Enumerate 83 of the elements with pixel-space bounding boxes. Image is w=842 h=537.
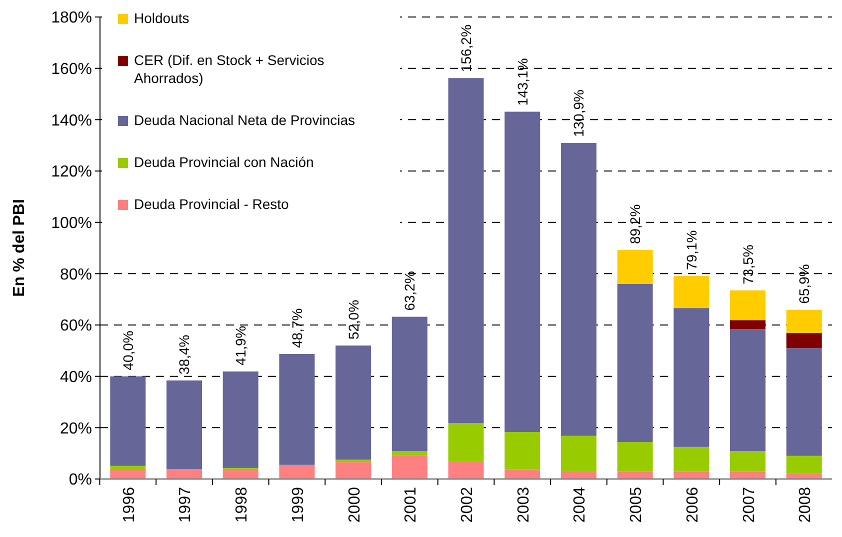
bar bbox=[617, 442, 653, 472]
bar bbox=[504, 469, 540, 479]
bar bbox=[786, 456, 822, 474]
y-tick-label: 0% bbox=[68, 472, 92, 489]
total-label: 143,1% bbox=[514, 58, 530, 106]
x-tick-label: 1997 bbox=[177, 486, 194, 523]
x-tick-label: 1998 bbox=[234, 486, 251, 523]
bar bbox=[110, 466, 146, 469]
x-tick-label: 1999 bbox=[290, 486, 307, 523]
x-tick-label: 2007 bbox=[740, 486, 758, 523]
bar bbox=[279, 354, 315, 465]
bar bbox=[674, 472, 710, 479]
bar bbox=[786, 473, 822, 479]
x-tick-label: 2008 bbox=[797, 486, 814, 523]
total-label: 63,2% bbox=[402, 271, 418, 311]
x-tick-label: 2001 bbox=[402, 486, 420, 523]
legend-label: Holdouts bbox=[134, 10, 190, 26]
bar bbox=[110, 376, 146, 466]
bar bbox=[786, 310, 822, 333]
x-tick-label: 2006 bbox=[684, 486, 702, 523]
legend-label: Deuda Provincial - Resto bbox=[134, 196, 290, 212]
bar bbox=[560, 436, 596, 472]
bar bbox=[336, 346, 372, 460]
total-label: 89,2% bbox=[627, 204, 644, 244]
total-label: 73,5% bbox=[740, 244, 756, 284]
legend-label: CER (Dif. en Stock + Servicios Ahorrados) bbox=[134, 52, 324, 86]
y-tick-label: 80% bbox=[60, 266, 92, 284]
bar bbox=[222, 468, 258, 479]
legend-label: Deuda Nacional Neta de Provincias bbox=[134, 112, 356, 128]
total-label: 48,7% bbox=[288, 308, 305, 348]
y-tick-label: 100% bbox=[51, 214, 92, 232]
x-tick-label: 2003 bbox=[515, 486, 532, 523]
bar bbox=[730, 320, 766, 330]
bar bbox=[617, 472, 653, 479]
x-tick-label: 2005 bbox=[628, 486, 646, 523]
legend-label: Deuda Provincial con Nación bbox=[134, 154, 314, 170]
bar bbox=[730, 329, 766, 452]
bar bbox=[560, 471, 596, 479]
bar bbox=[674, 276, 710, 308]
total-label: 156,2% bbox=[458, 24, 474, 72]
bar bbox=[392, 456, 428, 479]
bar bbox=[448, 423, 484, 462]
bar bbox=[674, 446, 710, 472]
total-label: 79,1% bbox=[683, 230, 700, 270]
bar bbox=[392, 316, 428, 452]
bar bbox=[560, 143, 596, 436]
y-tick-label: 140% bbox=[51, 112, 92, 130]
bar bbox=[448, 78, 484, 424]
bar bbox=[166, 468, 202, 479]
total-label: 52,0% bbox=[345, 300, 362, 340]
bar bbox=[336, 462, 372, 479]
total-label: 130,9% bbox=[570, 90, 587, 138]
y-tick-label: 120% bbox=[51, 164, 92, 181]
total-label: 40,0% bbox=[120, 330, 136, 370]
bar bbox=[617, 250, 653, 284]
y-tick-label: 160% bbox=[51, 60, 92, 78]
bar bbox=[504, 432, 540, 470]
total-label: 38,4% bbox=[176, 334, 192, 374]
x-tick-label: 1996 bbox=[120, 486, 138, 523]
y-tick-label: 180% bbox=[51, 10, 92, 27]
x-tick-label: 2000 bbox=[346, 486, 364, 523]
bar bbox=[730, 290, 766, 320]
bar bbox=[166, 380, 202, 469]
bar bbox=[617, 284, 653, 442]
bar bbox=[786, 348, 822, 456]
y-tick-label: 40% bbox=[60, 368, 92, 386]
bar bbox=[279, 464, 315, 479]
y-tick-label: 60% bbox=[60, 318, 92, 335]
y-tick-label: 20% bbox=[60, 420, 92, 438]
bar bbox=[448, 461, 484, 479]
bar bbox=[730, 472, 766, 479]
x-tick-label: 2002 bbox=[459, 486, 476, 523]
bar bbox=[674, 308, 710, 447]
x-tick-label: 2004 bbox=[572, 486, 589, 523]
bar bbox=[730, 451, 766, 472]
total-label: 41,9% bbox=[232, 326, 249, 366]
bar bbox=[504, 112, 540, 432]
bar bbox=[110, 468, 146, 479]
bar bbox=[392, 451, 428, 456]
total-label: 65,9% bbox=[796, 264, 812, 304]
y-axis-title: En % del PBI bbox=[11, 199, 28, 297]
bar bbox=[786, 332, 822, 348]
bar bbox=[222, 371, 258, 468]
